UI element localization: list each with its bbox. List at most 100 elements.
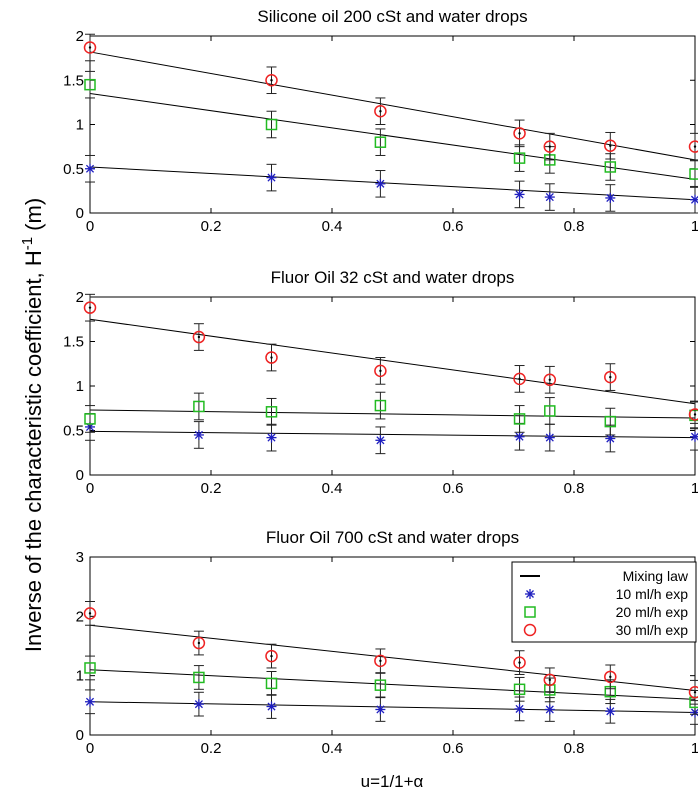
data-point-center-dot xyxy=(518,661,521,664)
data-point-center-dot xyxy=(197,641,201,645)
error-bar-20-ml-h-exp xyxy=(85,655,95,681)
data-point-center-dot xyxy=(270,79,273,82)
data-point-center-dot xyxy=(693,145,697,148)
y-tick-label: 2 xyxy=(76,608,84,625)
data-point-10-ml-h-exp xyxy=(690,431,698,442)
y-axis-label: Inverse of the characteristic coefficien… xyxy=(19,198,46,652)
data-point-30-ml-h-exp xyxy=(543,140,557,153)
data-point-20-ml-h-exp xyxy=(513,683,526,696)
data-point-20-ml-h-exp xyxy=(265,118,278,131)
data-point-20-ml-h-exp xyxy=(193,400,205,413)
data-point-10-ml-h-exp xyxy=(544,432,555,443)
data-point-center-dot xyxy=(548,678,551,682)
y-axis-label-sup: -1 xyxy=(19,237,36,250)
chart-panel-3: Fluor Oil 700 cSt and water drops 0 0.2 0.4… xyxy=(76,528,698,757)
data-point-10-ml-h-exp xyxy=(85,163,95,174)
error-bar-20-ml-h-exp xyxy=(193,665,204,690)
data-point-center-dot xyxy=(379,110,382,113)
x-tick-label: 0.8 xyxy=(564,218,585,235)
y-tick-label: 0 xyxy=(76,467,84,484)
legend: Mixing law 10 ml/h exp 20 ml/h exp 30 ml… xyxy=(511,561,697,643)
x-axis-label: u=1/1+α xyxy=(361,772,424,791)
chart-title: Fluor Oil 32 cSt and water drops xyxy=(271,268,515,287)
data-point-10-ml-h-exp xyxy=(266,172,277,183)
x-tick-label: 1 xyxy=(691,218,698,235)
error-bar-20-ml-h-exp xyxy=(85,70,95,99)
chart-panel-2: Fluor Oil 32 cSt and water drops 0 0.2 0.4 0… xyxy=(63,268,698,497)
mixing-law-line-10-ml-h-exp xyxy=(89,166,696,201)
legend-mixing-law-label: Mixing law xyxy=(623,568,689,584)
data-point-center-dot xyxy=(88,612,92,615)
data-point-30-ml-h-exp xyxy=(688,686,698,699)
x-tick-label: 1 xyxy=(691,480,698,497)
legend-30ml-marker xyxy=(523,623,537,637)
y-tick-label: 3 xyxy=(76,549,84,566)
data-point-center-dot xyxy=(88,46,92,49)
data-point-center-dot xyxy=(270,356,273,359)
error-bar-20-ml-h-exp xyxy=(266,671,277,696)
y-tick-label: 0.5 xyxy=(63,161,84,178)
data-point-30-ml-h-exp xyxy=(688,140,698,153)
error-bar-20-ml-h-exp xyxy=(375,128,386,156)
x-tick-label: 0.8 xyxy=(564,480,585,497)
data-point-center-dot xyxy=(548,145,551,148)
mixing-law-line-20-ml-h-exp xyxy=(89,669,696,700)
data-point-30-ml-h-exp xyxy=(543,373,557,387)
x-tick-label: 0.4 xyxy=(322,480,343,497)
data-point-30-ml-h-exp xyxy=(265,74,278,87)
data-point-10-ml-h-exp xyxy=(266,701,277,712)
data-point-20-ml-h-exp xyxy=(604,415,617,428)
data-point-10-ml-h-exp xyxy=(375,435,386,446)
x-tick-label: 0 xyxy=(86,480,94,497)
data-point-10-ml-h-exp xyxy=(690,194,698,205)
data-point-10-ml-h-exp xyxy=(544,192,555,203)
error-bar-20-ml-h-exp xyxy=(266,397,277,426)
y-tick-label: 1 xyxy=(76,117,84,134)
data-point-center-dot xyxy=(609,144,612,147)
data-point-20-ml-h-exp xyxy=(84,78,96,91)
plot-area-frame xyxy=(89,296,696,476)
data-point-center-dot xyxy=(197,335,201,339)
chart-title: Silicone oil 200 cSt and water drops xyxy=(257,7,527,26)
x-tick-label: 0.2 xyxy=(201,218,222,235)
y-tick-label: 1 xyxy=(76,668,84,685)
data-point-center-dot xyxy=(609,675,612,679)
data-point-30-ml-h-exp xyxy=(265,649,278,663)
x-tick-label: 1 xyxy=(691,740,698,757)
y-tick-label: 0.5 xyxy=(63,423,84,440)
mixing-law-line-20-ml-h-exp xyxy=(89,93,696,180)
mixing-law-line-10-ml-h-exp xyxy=(89,430,696,439)
legend-30ml-label: 30 ml/h exp xyxy=(616,622,689,638)
data-point-30-ml-h-exp xyxy=(192,330,206,344)
x-tick-label: 0 xyxy=(86,740,94,757)
data-point-20-ml-h-exp xyxy=(84,662,96,674)
data-point-30-ml-h-exp xyxy=(374,364,387,378)
data-point-30-ml-h-exp xyxy=(192,636,206,650)
error-bar-20-ml-h-exp xyxy=(690,160,698,188)
data-point-20-ml-h-exp xyxy=(374,399,387,412)
data-point-30-ml-h-exp xyxy=(374,104,387,118)
y-tick-label: 0 xyxy=(76,205,84,222)
legend-box xyxy=(511,561,697,643)
x-tick-label: 0.4 xyxy=(322,218,343,235)
data-point-10-ml-h-exp xyxy=(514,703,525,714)
data-point-center-dot xyxy=(270,654,273,658)
data-point-10-ml-h-exp xyxy=(605,706,616,717)
mixing-law-line-30-ml-h-exp xyxy=(89,624,696,691)
error-bar-20-ml-h-exp xyxy=(605,407,616,436)
y-axis-label-main: Inverse of the characteristic coefficien… xyxy=(21,250,46,652)
x-tick-label: 0 xyxy=(86,218,94,235)
y-tick-label: 1 xyxy=(76,378,84,395)
mixing-law-line-30-ml-h-exp xyxy=(89,318,696,405)
data-point-30-ml-h-exp xyxy=(83,41,97,54)
data-point-30-ml-h-exp xyxy=(543,673,557,687)
y-tick-label: 1.5 xyxy=(63,334,84,351)
data-point-10-ml-h-exp xyxy=(375,704,386,715)
x-tick-label: 0.4 xyxy=(322,740,343,757)
data-point-center-dot xyxy=(518,377,521,381)
error-bar-20-ml-h-exp xyxy=(514,676,525,702)
data-point-10-ml-h-exp xyxy=(85,696,95,707)
error-bar-20-ml-h-exp xyxy=(85,405,95,433)
data-point-20-ml-h-exp xyxy=(84,413,96,425)
